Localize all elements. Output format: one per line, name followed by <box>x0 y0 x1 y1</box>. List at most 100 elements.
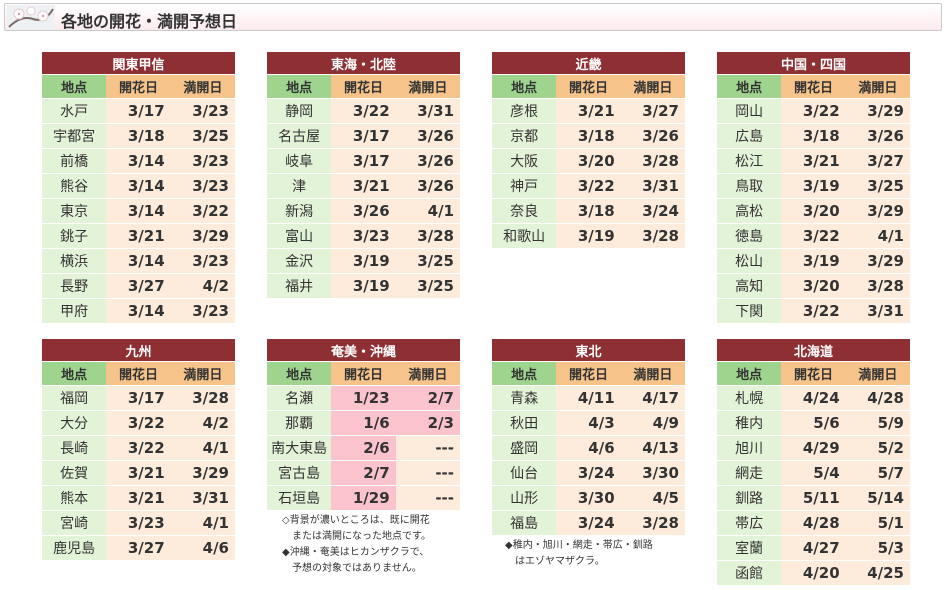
place-name: 和歌山 <box>492 224 557 248</box>
bloom-date: 3/18 <box>106 124 171 148</box>
full-bloom-date: 2/3 <box>395 411 460 435</box>
bloom-date: 4/20 <box>781 561 846 585</box>
full-bloom-date: 4/13 <box>620 436 685 460</box>
bloom-date: 3/27 <box>106 274 171 298</box>
bloom-date: 3/22 <box>781 299 846 323</box>
place-name: 下関 <box>717 299 782 323</box>
tohoku-note: ◆稚内・旭川・網走・帯広・釧路 はエゾヤマザクラ。 <box>505 538 653 570</box>
place-name: 大阪 <box>492 149 557 173</box>
place-name: 福島 <box>492 511 557 535</box>
column-header-bloom: 開花日 <box>556 75 621 98</box>
table-row: 鹿児島 3/27 4/6 <box>42 536 235 560</box>
full-bloom-date: 4/28 <box>845 386 910 410</box>
column-header-place: 地点 <box>492 75 557 98</box>
place-name: 静岡 <box>267 99 332 123</box>
region-name: 奄美・沖縄 <box>267 339 460 361</box>
bloom-date: 4/11 <box>556 386 621 410</box>
full-bloom-date: 4/17 <box>620 386 685 410</box>
bloom-date: 5/6 <box>781 411 846 435</box>
place-name: 宮古島 <box>267 461 332 485</box>
column-header-bloom: 開花日 <box>781 362 846 385</box>
region-grid: 北海道 地点 開花日 満開日 札幌 4/24 4/28 稚内 5/6 5/9 旭川 4/29 5/2 網走… <box>717 338 910 586</box>
full-bloom-date: 5/7 <box>845 461 910 485</box>
bloom-date: 3/14 <box>106 174 171 198</box>
region-name: 関東甲信 <box>42 52 235 74</box>
bloom-date: 3/19 <box>781 249 846 273</box>
table-row: 静岡 3/22 3/31 <box>267 99 460 123</box>
table-row: 下関 3/22 3/31 <box>717 299 910 323</box>
full-bloom-date: 3/29 <box>170 224 235 248</box>
full-bloom-date: 3/23 <box>170 99 235 123</box>
full-bloom-date: 2/7 <box>395 386 460 410</box>
column-header-place: 地点 <box>717 362 782 385</box>
column-header-place: 地点 <box>717 75 782 98</box>
table-row: 鳥取 3/19 3/25 <box>717 174 910 198</box>
place-name: 前橋 <box>42 149 107 173</box>
column-header-bloom: 開花日 <box>556 362 621 385</box>
column-header-bloom: 開花日 <box>781 75 846 98</box>
table-row: 熊谷 3/14 3/23 <box>42 174 235 198</box>
full-bloom-date: 5/14 <box>845 486 910 510</box>
bloom-date: 1/6 <box>331 411 396 435</box>
full-bloom-date: 3/23 <box>170 174 235 198</box>
bloom-date: 3/14 <box>106 149 171 173</box>
bloom-date: 4/6 <box>556 436 621 460</box>
full-bloom-date: 3/27 <box>620 99 685 123</box>
bloom-date: 3/20 <box>781 274 846 298</box>
table-row: 函館 4/20 4/25 <box>717 561 910 585</box>
full-bloom-date: 3/25 <box>395 274 460 298</box>
place-name: 名古屋 <box>267 124 332 148</box>
table-row: 長野 3/27 4/2 <box>42 274 235 298</box>
bloom-date: 1/29 <box>331 486 396 510</box>
bloom-date: 3/24 <box>556 511 621 535</box>
full-bloom-date: 3/23 <box>170 299 235 323</box>
region-table: 関東甲信 地点 開花日 満開日 水戸 3/17 3/23 宇都宮 3/18 3/25 前橋 3/14 3… <box>42 51 235 324</box>
full-bloom-date: 3/23 <box>170 149 235 173</box>
place-name: 南大東島 <box>267 436 332 460</box>
table-row: 岡山 3/22 3/29 <box>717 99 910 123</box>
region-table: 北海道 地点 開花日 満開日 札幌 4/24 4/28 稚内 5/6 5/9 旭川 4/29 5/2 網走… <box>717 338 910 586</box>
place-name: 大分 <box>42 411 107 435</box>
table-row: 室蘭 4/27 5/3 <box>717 536 910 560</box>
full-bloom-date: 3/23 <box>170 249 235 273</box>
place-name: 仙台 <box>492 461 557 485</box>
table-row: 釧路 5/11 5/14 <box>717 486 910 510</box>
full-bloom-date: --- <box>395 486 460 510</box>
table-row: 旭川 4/29 5/2 <box>717 436 910 460</box>
table-row: 宇都宮 3/18 3/25 <box>42 124 235 148</box>
region-name: 東北 <box>492 339 685 361</box>
place-name: 新潟 <box>267 199 332 223</box>
table-row: 福井 3/19 3/25 <box>267 274 460 298</box>
place-name: 甲府 <box>42 299 107 323</box>
full-bloom-date: 3/28 <box>170 386 235 410</box>
bloom-date: 3/14 <box>106 249 171 273</box>
bloom-date: 3/19 <box>556 224 621 248</box>
place-name: 福井 <box>267 274 332 298</box>
bloom-date: 3/17 <box>331 124 396 148</box>
note-line: はエゾヤマザクラ。 <box>505 556 605 567</box>
bloom-date: 2/6 <box>331 436 396 460</box>
full-bloom-date: 4/2 <box>170 411 235 435</box>
full-bloom-date: 3/31 <box>845 299 910 323</box>
bloom-date: 3/21 <box>106 486 171 510</box>
full-bloom-date: 4/1 <box>395 199 460 223</box>
table-row: 奈良 3/18 3/24 <box>492 199 685 223</box>
column-header-place: 地点 <box>42 75 107 98</box>
region-table: 東海・北陸 地点 開花日 満開日 静岡 3/22 3/31 名古屋 3/17 3/26 岐阜 3/17… <box>267 51 460 299</box>
place-name: 京都 <box>492 124 557 148</box>
bloom-date: 2/7 <box>331 461 396 485</box>
bloom-date: 3/21 <box>556 99 621 123</box>
column-header-place: 地点 <box>267 362 332 385</box>
region-grid: 中国・四国 地点 開花日 満開日 岡山 3/22 3/29 広島 3/18 3/26 松江 3/21 3… <box>717 51 910 324</box>
full-bloom-date: 3/29 <box>845 199 910 223</box>
bloom-date: 3/23 <box>106 511 171 535</box>
place-name: 岡山 <box>717 99 782 123</box>
column-header-place: 地点 <box>267 75 332 98</box>
full-bloom-date: 4/1 <box>845 224 910 248</box>
table-row: 彦根 3/21 3/27 <box>492 99 685 123</box>
bloom-date: 3/21 <box>331 174 396 198</box>
table-row: 福岡 3/17 3/28 <box>42 386 235 410</box>
column-header-full: 満開日 <box>170 75 235 98</box>
table-row: 岐阜 3/17 3/26 <box>267 149 460 173</box>
table-row: 青森 4/11 4/17 <box>492 386 685 410</box>
